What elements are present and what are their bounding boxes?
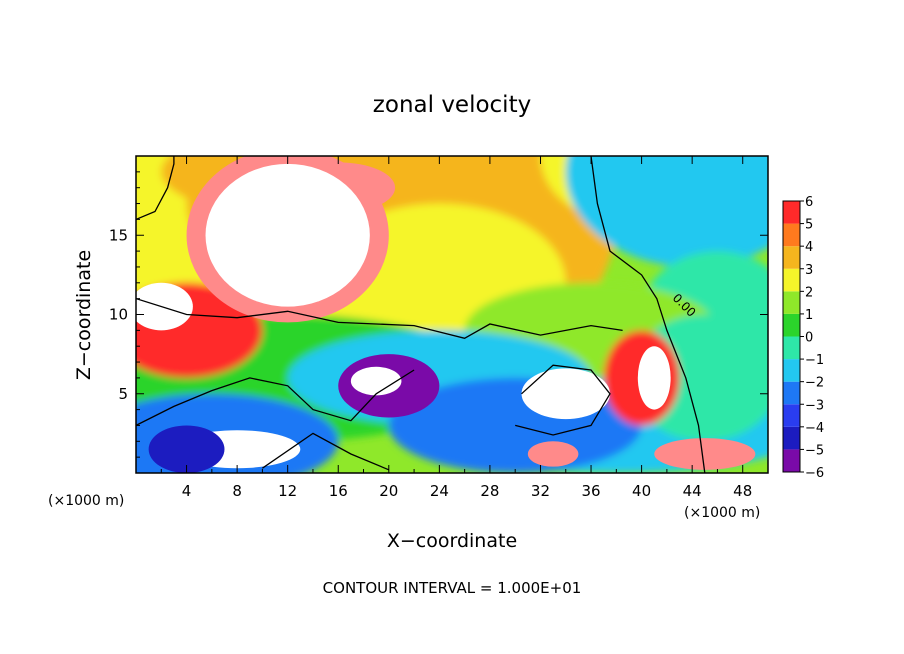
velocity-core: [205, 163, 370, 307]
y-tick-label: 5: [118, 385, 128, 403]
colorbar-label: −1: [805, 353, 824, 368]
colorbar-label: −6: [805, 466, 824, 481]
velocity-core: [521, 368, 610, 420]
colorbar-swatch: [783, 404, 800, 427]
x-tick-label: 20: [379, 482, 398, 500]
x-axis-unit-left: (×1000 m): [48, 493, 124, 509]
x-axis-unit-right: (×1000 m): [684, 505, 760, 521]
velocity-region: [565, 156, 768, 267]
contour-line: [136, 369, 415, 426]
colorbar-swatch: [783, 223, 800, 247]
velocity-core: [136, 282, 193, 331]
colorbar-swatch: [783, 201, 800, 224]
x-axis-label: X−coordinate: [387, 530, 517, 552]
velocity-field: [136, 156, 768, 473]
contour-line: [136, 297, 623, 339]
contour-line: [136, 156, 175, 221]
velocity-core: [654, 438, 756, 470]
zero-contour-lines: 0.00: [136, 156, 706, 473]
colorbar-swatch: [783, 313, 800, 337]
colorbar-label: 3: [805, 263, 813, 278]
colorbar-label: 2: [805, 285, 813, 300]
chart-title: zonal velocity: [373, 92, 531, 118]
y-axis-ticks: 5 10 15: [109, 171, 768, 458]
colorbar-label: 4: [805, 240, 813, 255]
colorbar-label: −4: [805, 421, 824, 436]
y-tick-label: 15: [109, 226, 128, 244]
colorbar-label: 1: [805, 308, 813, 323]
colorbar-label: 5: [805, 218, 813, 233]
colorbar-label: 6: [805, 195, 813, 210]
x-tick-label: 24: [430, 482, 449, 500]
x-tick-label: 48: [733, 482, 752, 500]
velocity-core: [148, 425, 225, 473]
colorbar-swatch: [783, 359, 800, 382]
velocity-core: [637, 346, 671, 410]
contour-line: [262, 432, 390, 471]
field-smooth-layer: [136, 156, 768, 473]
colorbar-swatch: [783, 336, 800, 360]
y-tick-label: 10: [109, 306, 128, 324]
contour-line: [590, 156, 706, 473]
x-tick-label: 36: [581, 482, 600, 500]
x-tick-label: 16: [329, 482, 348, 500]
x-axis-ticks: 4 8 12 16 20 24 28 32 36 40 44 48: [160, 156, 752, 500]
x-tick-label: 28: [480, 482, 499, 500]
colorbar-swatch: [783, 426, 800, 450]
colorbar-swatch: [783, 381, 800, 405]
colorbar-swatch: [783, 246, 800, 269]
colorbar-swatch: [783, 291, 800, 314]
velocity-core: [527, 441, 579, 467]
colorbar-label: 0: [805, 331, 813, 346]
colorbar-swatch: [783, 449, 800, 472]
x-tick-label: 32: [531, 482, 550, 500]
colorbar-label: −2: [805, 376, 824, 391]
velocity-core: [350, 366, 402, 396]
x-tick-label: 4: [182, 482, 192, 500]
colorbar-label: −3: [805, 398, 824, 413]
x-tick-label: 44: [683, 482, 702, 500]
x-tick-label: 8: [232, 482, 242, 500]
x-tick-label: 40: [632, 482, 651, 500]
x-tick-label: 12: [278, 482, 297, 500]
colorbar-swatch: [783, 268, 800, 292]
colorbar: −6 −5 −4 −3 −2 −1 0 1 2 3 4 5 6: [782, 195, 824, 481]
contour-interval-note: CONTOUR INTERVAL = 1.000E+01: [323, 579, 582, 597]
y-axis-label: Z−coordinate: [73, 250, 95, 380]
contour-line: [515, 364, 611, 436]
colorbar-label: −5: [805, 443, 824, 458]
